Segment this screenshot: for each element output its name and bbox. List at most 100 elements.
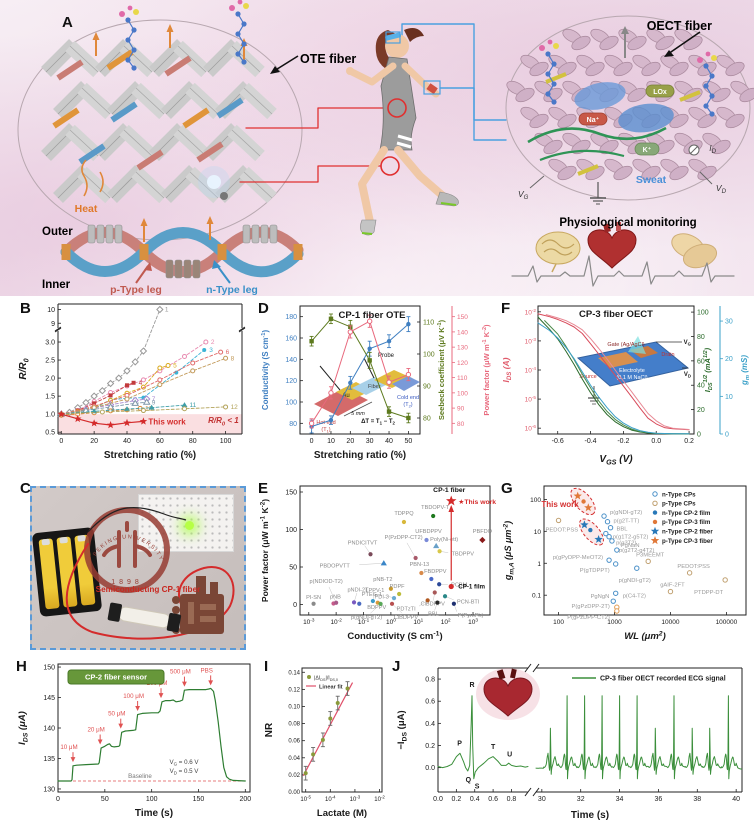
svg-text:145: 145 — [43, 695, 55, 702]
svg-text:10 μM: 10 μM — [60, 744, 77, 751]
svg-text:2.0: 2.0 — [45, 376, 55, 383]
svg-text:7: 7 — [152, 396, 156, 403]
svg-text:110: 110 — [423, 320, 434, 327]
svg-text:−IDS (μA): −IDS (μA) — [396, 710, 408, 749]
svg-text:10-6: 10-6 — [525, 424, 537, 432]
svg-text:p-Type CP-3 fiber: p-Type CP-3 fiber — [662, 538, 713, 545]
na-badge: Na⁺ — [587, 116, 600, 124]
fiber-holder — [107, 602, 182, 633]
svg-text:100: 100 — [697, 310, 709, 317]
svg-text:20 μM: 20 μM — [87, 727, 104, 734]
svg-text:(0.1 M NaCl): (0.1 M NaCl) — [616, 375, 647, 381]
svg-text:pNB-T2: pNB-T2 — [373, 577, 392, 583]
svg-text:Seebeck coefficient (μV K-1): Seebeck coefficient (μV K-1) — [437, 319, 446, 420]
svg-text:0: 0 — [697, 432, 701, 439]
svg-text:R: R — [469, 682, 474, 689]
svg-text:9: 9 — [152, 399, 156, 406]
svg-text:1000: 1000 — [607, 619, 622, 626]
panel-h-chart-svg: 0 50 100 150 200 130 135 140 145 150 Baseline 10 μM… — [17, 663, 251, 819]
svg-text:Conductivity (S cm-1): Conductivity (S cm-1) — [347, 630, 442, 642]
svg-text:0.06: 0.06 — [288, 739, 300, 745]
svg-text:130: 130 — [457, 345, 468, 352]
svg-text:30: 30 — [725, 319, 733, 326]
svg-text:ClBDPPV: ClBDPPV — [421, 602, 446, 608]
svg-text:TBDOPV-T: TBDOPV-T — [421, 505, 450, 511]
svg-text:10-3: 10-3 — [350, 795, 361, 803]
svg-text:|ΔIDS|/IDS,0: |ΔIDS|/IDS,0 — [314, 676, 338, 682]
svg-text:0.0: 0.0 — [433, 796, 443, 803]
svg-text:40: 40 — [385, 438, 393, 445]
svg-text:p(gNDI-gT2): p(gNDI-gT2) — [351, 615, 382, 621]
svg-text:10-2: 10-2 — [330, 618, 342, 626]
svg-text:0.04: 0.04 — [288, 756, 300, 762]
svg-text:0.4: 0.4 — [470, 796, 480, 803]
svg-text:pNDI-2T: pNDI-2T — [347, 587, 369, 593]
svg-text:P(gPzDPP-CT2): P(gPzDPP-CT2) — [567, 615, 610, 621]
svg-text:0.10: 0.10 — [288, 704, 300, 710]
svg-text:CP-1 fiber: CP-1 fiber — [433, 487, 465, 494]
svg-text:1.0: 1.0 — [45, 412, 55, 419]
panel-c: PEKING UNIVERSITY 1898 — [12, 478, 254, 655]
cp1-fiber-caption: Semiconducting CP-1 fiber — [96, 585, 201, 594]
svg-text:100: 100 — [553, 619, 564, 626]
svg-text:40: 40 — [123, 438, 131, 445]
svg-text:140: 140 — [43, 726, 55, 733]
svg-text:P(PzDPP-CT2): P(PzDPP-CT2) — [385, 535, 423, 541]
svg-text:0.6: 0.6 — [488, 796, 498, 803]
svg-text:150: 150 — [457, 314, 468, 321]
panel-j-chart-svg: 0.0 0.2 0.4 0.6 0.8 30 32 34 36 38 40 0.0 0.2 0.4 0.6 0… — [396, 663, 743, 821]
svg-text:10-1: 10-1 — [358, 618, 370, 626]
svg-text:NR: NR — [264, 722, 275, 737]
svg-text:Linear fit: Linear fit — [319, 685, 343, 691]
svg-text:CP-3 fiber OECT recorded ECG s: CP-3 fiber OECT recorded ECG signal — [600, 676, 726, 683]
svg-text:0.2: 0.2 — [425, 743, 435, 750]
svg-text:PCBM: PCBM — [451, 582, 468, 588]
n-leg-label: n-Type leg — [206, 284, 258, 296]
lox-badge: LOx — [653, 89, 667, 96]
svg-text:60: 60 — [697, 358, 705, 365]
svg-text:P(PymPh): P(PymPh) — [458, 613, 484, 619]
svg-text:150: 150 — [193, 796, 205, 803]
svg-text:120: 120 — [457, 360, 468, 367]
svg-text:Drain: Drain — [661, 352, 674, 358]
svg-text:CP-1 fiber OTE: CP-1 fiber OTE — [338, 310, 405, 321]
svg-text:Power factor (μW m-1 K-2): Power factor (μW m-1 K-2) — [260, 499, 270, 602]
svg-text:101: 101 — [413, 618, 423, 626]
panel-letter-a: A — [62, 14, 73, 31]
svg-text:0.14: 0.14 — [288, 670, 300, 676]
svg-text:PEKING UNIVERSITY: PEKING UNIVERSITY — [92, 534, 164, 562]
id-label: ID — [709, 143, 716, 155]
panel-e-chart: 10-3 10-2 10-1 100 101 102 103 0 50 100 150 PI-SN pN… — [256, 478, 498, 655]
svg-text:5: 5 — [173, 362, 177, 369]
svg-text:CP-3 fiber OECT: CP-3 fiber OECT — [579, 309, 653, 320]
panel-letter-i: I — [264, 658, 269, 675]
svg-text:80: 80 — [457, 421, 465, 428]
svg-text:0: 0 — [310, 438, 314, 445]
svg-text:n-Type CPs: n-Type CPs — [662, 491, 696, 498]
svg-text:pNB: pNB — [330, 595, 341, 601]
panel-letter-d: D — [258, 300, 269, 317]
svg-text:0.2: 0.2 — [684, 438, 694, 445]
svg-text:0.00: 0.00 — [288, 790, 300, 796]
svg-text:Source: Source — [579, 374, 596, 380]
svg-text:100: 100 — [285, 527, 297, 534]
svg-text:10-5: 10-5 — [525, 395, 537, 403]
svg-text:PBS: PBS — [200, 667, 212, 674]
panel-a-illustration — [17, 0, 754, 287]
panel-letter-b: B — [20, 300, 31, 317]
svg-text:80: 80 — [289, 421, 297, 428]
svg-text:CP-2 fiber sensor: CP-2 fiber sensor — [85, 673, 147, 682]
panel-letter-j: J — [392, 658, 401, 675]
svg-text:10: 10 — [145, 405, 153, 412]
svg-text:10-5: 10-5 — [300, 795, 311, 803]
svg-text:PBFDO: PBFDO — [473, 529, 493, 535]
svg-text:★This work: ★This work — [458, 499, 496, 506]
svg-text:0.5: 0.5 — [45, 430, 55, 437]
svg-text:10-3: 10-3 — [525, 337, 537, 345]
svg-text:60: 60 — [156, 438, 164, 445]
panel-g-chart-svg: 100 1000 10000 100000 0.1 1 10 100 PEDOT:PSS p(gN… — [503, 485, 747, 642]
svg-text:103: 103 — [468, 618, 478, 626]
svg-text:100: 100 — [423, 352, 435, 359]
panel-e-chart-svg: 10-3 10-2 10-1 100 101 102 103 0 50 100 150 PI-SN pN… — [260, 485, 496, 642]
